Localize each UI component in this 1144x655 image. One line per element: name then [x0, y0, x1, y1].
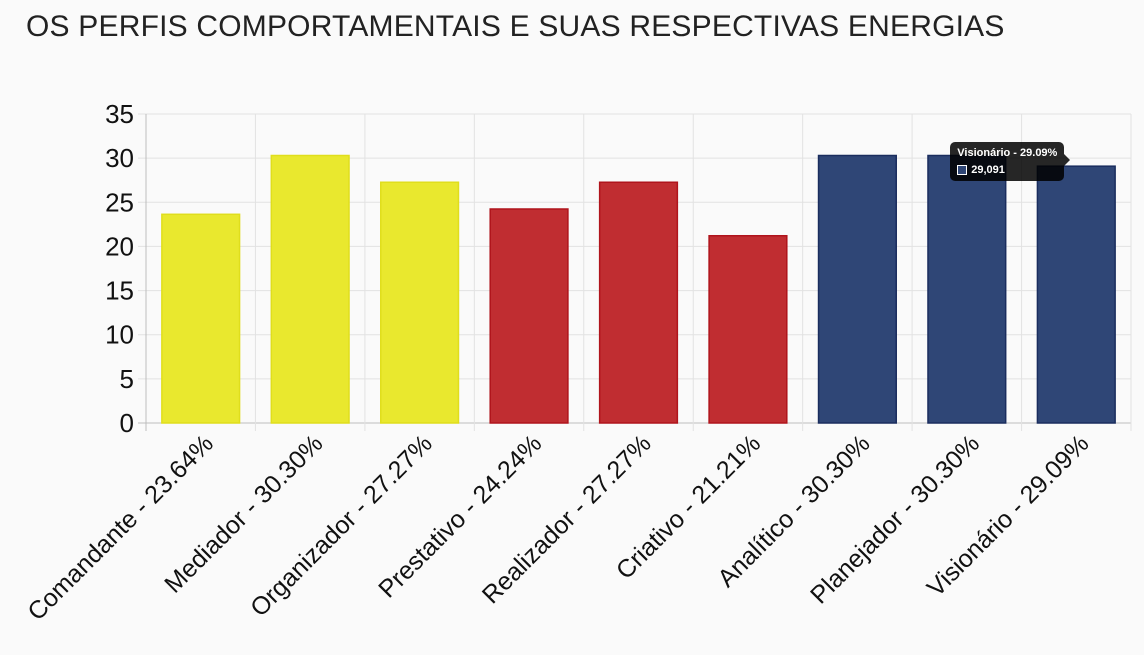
bar-8 [1036, 165, 1116, 424]
bar-6 [817, 154, 897, 424]
tooltip-row: 29,091 [957, 164, 1057, 176]
x-tick-label: Comandante - 23.64% [22, 429, 219, 626]
x-tick-label: Organizador - 27.27% [245, 429, 438, 622]
chart-title: OS PERFIS COMPORTAMENTAIS E SUAS RESPECT… [26, 10, 1005, 43]
y-tick-label: 10 [105, 320, 134, 350]
tooltip-value: 29,091 [971, 164, 1005, 177]
tooltip-swatch [957, 165, 968, 176]
y-tick-label: 15 [105, 276, 134, 306]
bar-0 [161, 213, 241, 424]
bar-4 [598, 181, 679, 424]
y-tick-label: 20 [105, 231, 134, 261]
bar-5 [708, 234, 788, 424]
y-tick-label: 30 [105, 143, 134, 173]
bar-7 [927, 154, 1007, 424]
chart-tooltip: Visionário - 29.09% 29,091 [950, 142, 1071, 182]
y-tick-label: 35 [105, 99, 134, 129]
tooltip-title: Visionário - 29.09% [957, 147, 1058, 160]
y-tick-label: 5 [120, 364, 134, 394]
y-tick-label: 0 [120, 408, 134, 438]
bar-3 [489, 208, 569, 424]
y-tick-label: 25 [105, 187, 134, 217]
bar-1 [270, 154, 350, 424]
bar-2 [380, 181, 460, 424]
